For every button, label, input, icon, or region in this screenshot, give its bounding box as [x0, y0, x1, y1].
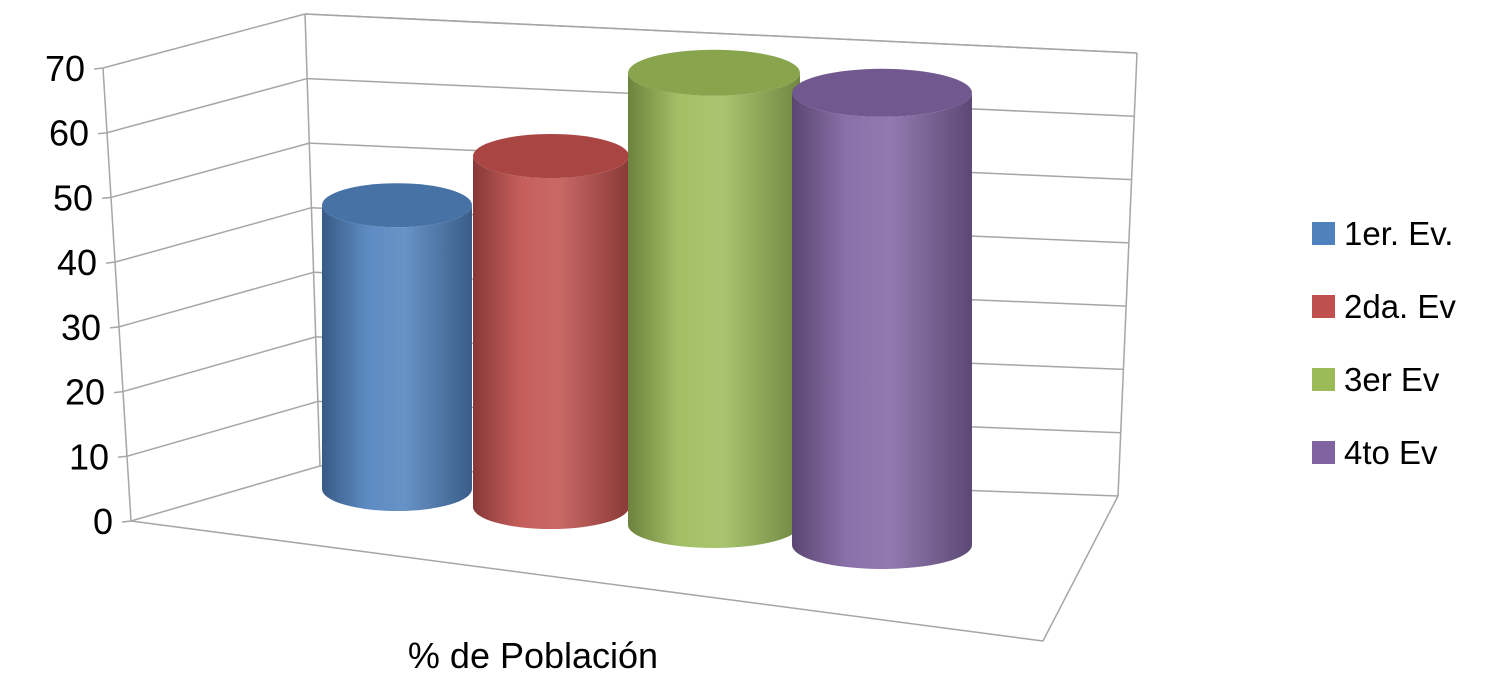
- y-tick-mark: [101, 196, 112, 200]
- bars: [322, 49, 972, 570]
- legend-item: 3er Ev: [1312, 360, 1456, 399]
- y-tick-mark: [121, 520, 132, 523]
- gridline-side: [106, 77, 308, 134]
- legend-item: 1er. Ev.: [1312, 214, 1456, 253]
- y-tick-mark: [105, 261, 116, 264]
- bar-cylinder: [628, 49, 800, 548]
- y-tick-mark: [93, 67, 104, 70]
- y-tick-label: 0: [93, 501, 113, 542]
- legend-swatch: [1312, 295, 1335, 318]
- y-tick-mark: [109, 326, 120, 329]
- bar-cylinder: [792, 68, 972, 570]
- bar-cylinder: [322, 183, 472, 511]
- y-tick-mark: [113, 390, 124, 394]
- back-wall-right-edge: [1117, 52, 1138, 497]
- bar-cylinder-top: [473, 134, 629, 178]
- y-tick-label: 60: [49, 113, 89, 154]
- gridline-side: [110, 142, 310, 199]
- bar-cylinder-top: [792, 68, 972, 117]
- floor-left-edge: [130, 465, 321, 522]
- bar-cylinder-body: [473, 156, 629, 529]
- gridline-side: [114, 206, 312, 263]
- legend-item: 2da. Ev: [1312, 287, 1456, 326]
- legend-label: 2da. Ev: [1344, 288, 1456, 325]
- gridline-side: [102, 13, 306, 69]
- y-tick-label: 50: [53, 177, 93, 218]
- bar-cylinder-body: [792, 92, 972, 570]
- y-tick-mark: [117, 455, 128, 459]
- y-tick-mark: [97, 131, 108, 135]
- bar-cylinder-top: [322, 183, 472, 228]
- legend-label: 1er. Ev.: [1344, 215, 1454, 252]
- legend-swatch: [1312, 441, 1335, 464]
- y-tick-label: 70: [45, 48, 85, 89]
- gridline-side: [122, 336, 316, 393]
- legend: 1er. Ev. 2da. Ev 3er Ev 4to Ev: [1312, 214, 1456, 506]
- y-axis-line: [102, 67, 132, 522]
- gridline-side: [126, 400, 319, 458]
- bar-cylinder-top: [628, 49, 800, 96]
- bar-cylinder-body: [322, 205, 472, 511]
- legend-swatch: [1312, 222, 1335, 245]
- legend-swatch: [1312, 368, 1335, 391]
- gridline-back: [304, 13, 1138, 54]
- bar-cylinder-body: [628, 72, 800, 548]
- floor-right-edge: [1042, 495, 1119, 642]
- legend-label: 4to Ev: [1344, 434, 1438, 471]
- legend-item: 4to Ev: [1312, 433, 1456, 472]
- back-wall-left-edge: [304, 13, 321, 467]
- x-category-label: % de Población: [408, 635, 658, 676]
- y-tick-label: 40: [57, 242, 97, 283]
- y-tick-label: 10: [69, 436, 109, 477]
- y-axis-ticks: 0 10 20 30 40 50 60 70: [45, 48, 132, 542]
- floor-front-edge: [130, 520, 1044, 642]
- legend-label: 3er Ev: [1344, 361, 1440, 398]
- bar-cylinder: [473, 134, 629, 529]
- gridline-side: [118, 271, 314, 328]
- y-tick-label: 20: [65, 372, 105, 413]
- y-tick-label: 30: [61, 307, 101, 348]
